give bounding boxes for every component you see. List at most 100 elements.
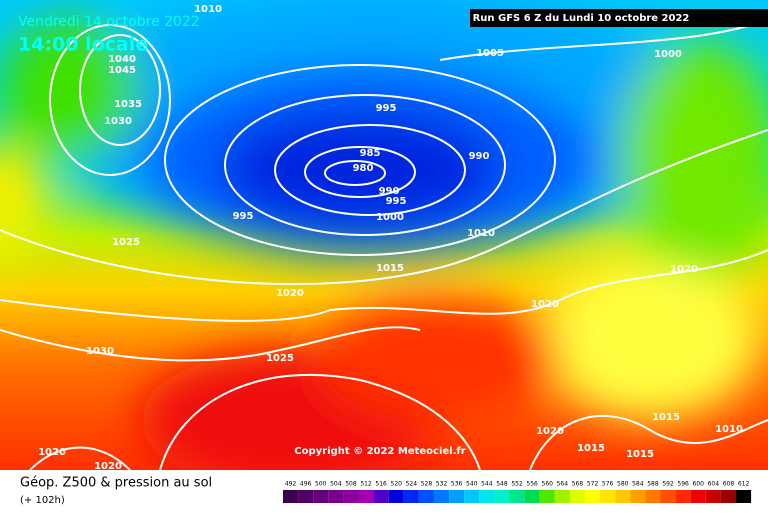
legend-swatch (600, 490, 616, 503)
legend-level: 524 (406, 481, 418, 488)
legend-swatch (615, 490, 631, 503)
legend-level: 492 (285, 481, 297, 488)
isobar-label: 1020 (276, 288, 304, 299)
legend-swatch (705, 490, 721, 503)
legend-swatch (403, 490, 419, 503)
legend-level: 572 (587, 481, 599, 488)
legend-swatch (418, 490, 434, 503)
legend-swatch (328, 490, 344, 503)
map-field (0, 0, 768, 470)
isobar-label: 995 (386, 196, 407, 207)
legend-swatch (298, 490, 314, 503)
run-banner (470, 9, 768, 27)
legend-level: 576 (602, 481, 614, 488)
legend-level: 580 (617, 481, 629, 488)
isobar-label: 1035 (114, 99, 142, 110)
legend-level: 608 (723, 481, 735, 488)
isobar-label: 1000 (376, 212, 404, 223)
isobar-label: 995 (376, 103, 397, 114)
legend-level: 496 (300, 481, 312, 488)
isobar-label: 1015 (376, 263, 404, 274)
isobar-label: 1020 (531, 299, 559, 310)
time: 14:00 locale (18, 34, 148, 56)
legend-level: 508 (345, 481, 357, 488)
isobar-label: 995 (233, 211, 254, 222)
isobar-label: 990 (469, 151, 490, 162)
isobar-label: 1045 (108, 65, 136, 76)
legend-level: 592 (662, 481, 674, 488)
copyright: Copyright © 2022 Meteociel.fr (294, 446, 465, 457)
legend-level: 600 (693, 481, 705, 488)
legend-swatch (675, 490, 691, 503)
legend-level: 544 (481, 481, 493, 488)
legend-level: 548 (496, 481, 508, 488)
isobar-label: 980 (353, 163, 374, 174)
legend-swatch (449, 490, 465, 503)
legend-swatch (720, 490, 736, 503)
run: Run GFS 6 Z du Lundi 10 octobre 2022 (473, 13, 690, 24)
legend-level: 552 (511, 481, 523, 488)
legend-level: 564 (557, 481, 569, 488)
isobar-label: 1020 (38, 447, 66, 458)
legend-level: 596 (677, 481, 689, 488)
legend-level: 500 (315, 481, 327, 488)
legend-lead: (+ 102h) (20, 495, 65, 506)
legend-level: 512 (360, 481, 372, 488)
isobar-label: 985 (360, 148, 381, 159)
legend-swatch (494, 490, 510, 503)
legend-level: 604 (708, 481, 720, 488)
isobar-label: 990 (379, 186, 400, 197)
legend-swatch (343, 490, 359, 503)
isobar-label: 1010 (467, 228, 495, 239)
legend-level: 556 (526, 481, 538, 488)
legend-swatch (539, 490, 555, 503)
legend-level: 540 (466, 481, 478, 488)
isobar-label: 1010 (715, 424, 743, 435)
legend-level: 612 (738, 481, 750, 488)
isobar-label: 1005 (476, 48, 504, 59)
legend-level: 536 (451, 481, 463, 488)
legend-swatch (464, 490, 480, 503)
isobar-label: 1010 (194, 4, 222, 15)
legend-swatch (479, 490, 495, 503)
legend-level: 516 (375, 481, 387, 488)
legend-title: Géop. Z500 & pression au sol (20, 476, 212, 491)
legend-swatch (585, 490, 601, 503)
isobar-label: 1025 (112, 237, 140, 248)
isobar-label: 1020 (670, 264, 698, 275)
legend-level: 560 (542, 481, 554, 488)
legend-swatch (645, 490, 661, 503)
isobar-labels: 1010 1040 1045 1035 1030 995 985 980 990… (38, 4, 743, 472)
legend-swatch (373, 490, 389, 503)
legend-swatch (283, 490, 299, 503)
legend-swatch (509, 490, 525, 503)
isobar-label: 1015 (652, 412, 680, 423)
legend-swatch (569, 490, 585, 503)
legend-swatch (690, 490, 706, 503)
legend-level: 532 (436, 481, 448, 488)
legend-swatch (524, 490, 540, 503)
legend-level: 584 (632, 481, 644, 488)
legend-swatch (660, 490, 676, 503)
legend-level: 528 (421, 481, 433, 488)
legend-swatch (736, 490, 752, 503)
legend-swatch (388, 490, 404, 503)
legend-level: 504 (330, 481, 342, 488)
date: Vendredi 14 octobre 2022 (18, 14, 200, 30)
isobar-label: 1015 (577, 443, 605, 454)
isobar-label: 1000 (654, 49, 682, 60)
legend-level: 588 (647, 481, 659, 488)
legend-swatch (630, 490, 646, 503)
isobar-label: 1040 (108, 54, 136, 65)
isobar-label: 1020 (94, 461, 122, 472)
isobar-label: 1015 (626, 449, 654, 460)
legend-swatch (434, 490, 450, 503)
isobar-label: 1020 (536, 426, 564, 437)
legend-level: 520 (391, 481, 403, 488)
isobar-label: 1030 (86, 346, 114, 357)
legend-level: 568 (572, 481, 584, 488)
isobars (0, 19, 768, 470)
isobar-label: 1025 (266, 353, 294, 364)
